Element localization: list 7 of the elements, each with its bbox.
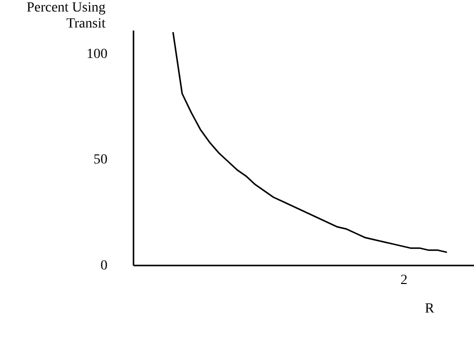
text: 2 — [400, 273, 408, 288]
line-series — [172, 31, 448, 254]
x-axis-title: R — [424, 302, 435, 316]
y-tick-label: 50 — [94, 152, 108, 168]
y-axis-title: Percent Using Transit — [26, 0, 106, 32]
y-tick-label: 100 — [86, 46, 108, 62]
y-tick-label: 0 — [100, 258, 108, 274]
